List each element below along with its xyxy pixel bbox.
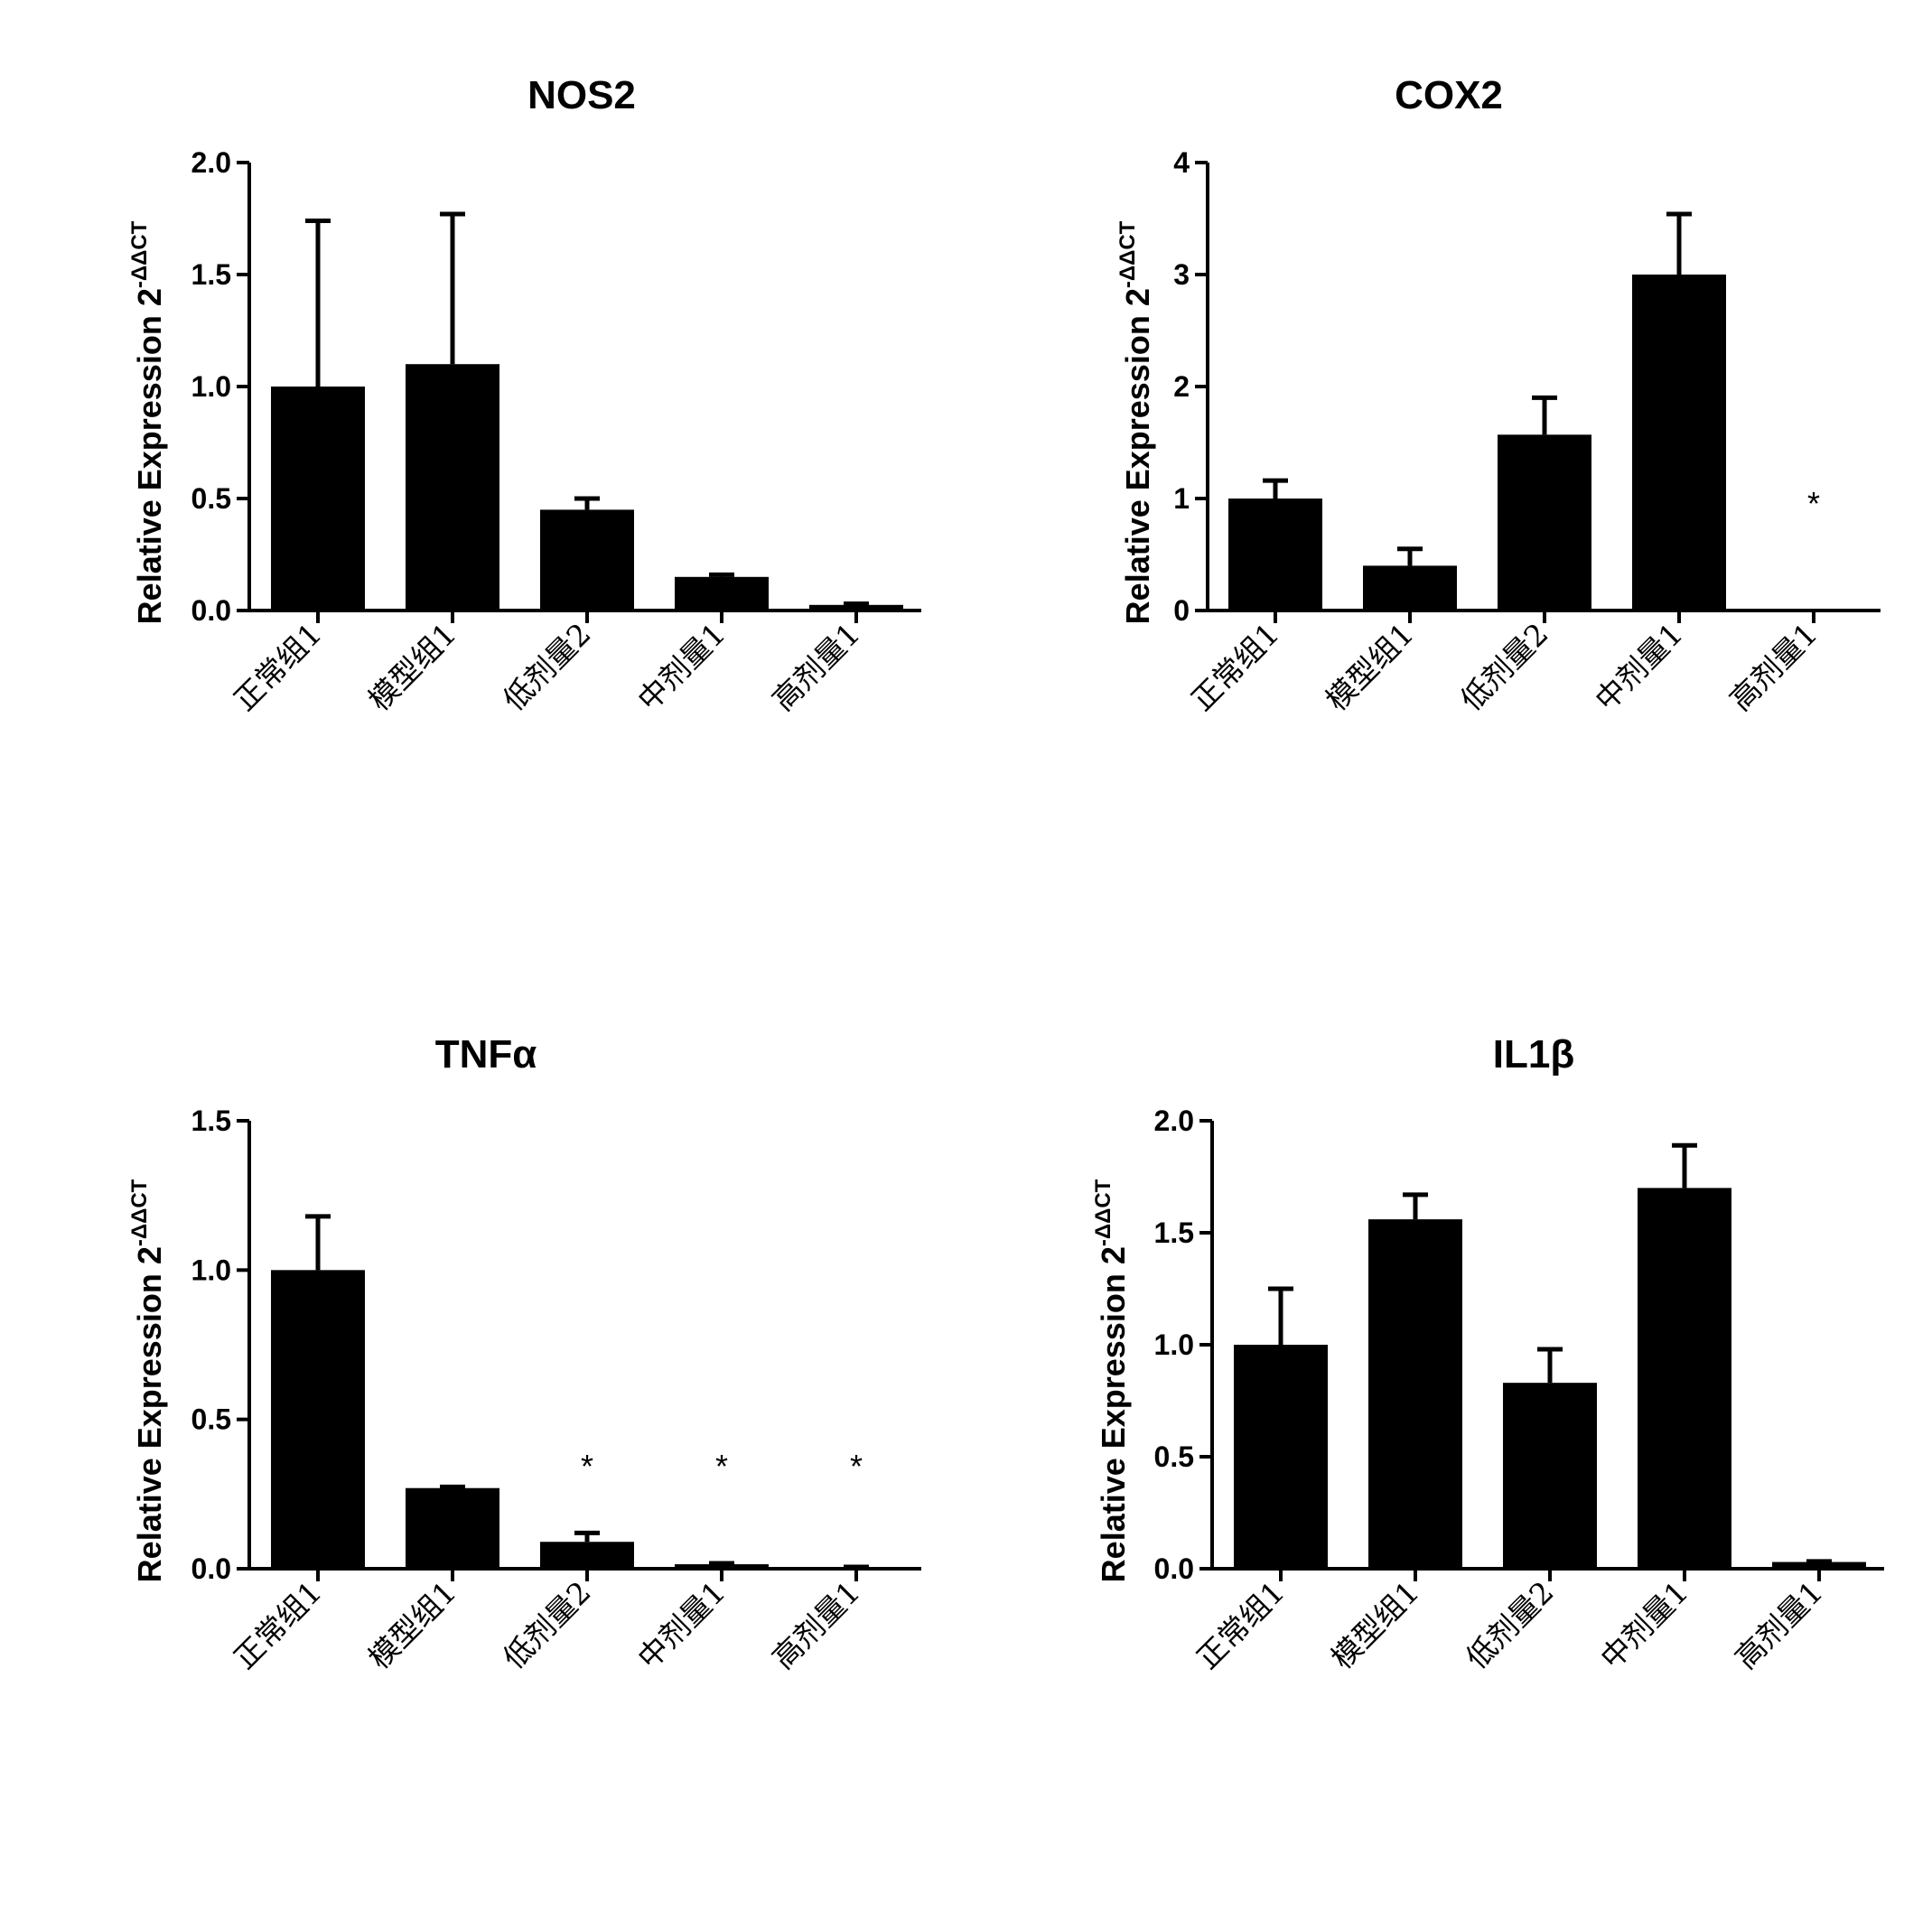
y-axis-label-superscript: -ΔΔCT [127,220,152,288]
y-tick-label: 4 [1173,146,1190,179]
x-tick-label: 高剂量1 [765,616,866,717]
bar [1363,565,1457,611]
significance-marker: * [581,1448,593,1485]
bar [1638,1188,1731,1569]
y-tick-label: 3 [1173,258,1190,291]
bar [1503,1383,1597,1569]
x-tick-label: 正常组1 [1184,616,1285,717]
y-tick-label: 1.5 [1154,1217,1194,1249]
bar [1234,1345,1328,1569]
x-tick-label: 中剂量1 [1593,1574,1694,1675]
x-tick-label: 正常组1 [227,616,328,717]
x-tick-label: 低剂量2 [1459,1574,1560,1675]
panel-title: NOS2 [527,73,636,117]
bar [271,387,365,611]
y-tick-label: 1.0 [1154,1328,1194,1361]
y-axis-label-text: Relative Expression 2 [131,288,168,624]
bar [540,1542,634,1569]
y-axis-label-superscript: -ΔΔCT [1115,220,1140,288]
chart-panel-1: NOS2 0.0 0.5 1.0 1.5 2.0 Relative Expression 2… [127,73,921,718]
y-axis-label-superscript: -ΔΔCT [127,1179,152,1246]
y-tick-label: 1 [1173,482,1190,515]
y-axis-label: Relative Expression 2-ΔΔCT [1115,220,1156,624]
y-axis-label-text: Relative Expression 2 [131,1246,168,1582]
y-tick-label: 2.0 [1154,1105,1194,1137]
x-tick-label: 正常组1 [1190,1574,1291,1675]
panel-title: IL1β [1493,1032,1574,1077]
x-tick-label: 正常组1 [227,1574,328,1675]
x-tick-label: 模型组1 [361,1574,462,1675]
y-tick-label: 1.0 [191,1254,231,1286]
x-tick-label: 高剂量1 [765,1574,866,1675]
y-tick-label: 1.5 [191,258,231,291]
y-tick-label: 2.0 [191,146,231,179]
y-tick-label: 0.5 [1154,1440,1194,1473]
x-tick-label: 模型组1 [361,616,462,717]
bar [1772,1561,1866,1569]
bar [406,1487,499,1569]
significance-marker: * [850,1448,863,1485]
y-tick-label: 0.5 [191,482,231,515]
bar [540,509,634,611]
y-axis-label: Relative Expression 2-ΔΔCT [127,220,168,624]
y-axis-label: Relative Expression 2-ΔΔCT [1091,1179,1132,1582]
x-tick-label: 低剂量2 [496,1574,597,1675]
x-tick-label: 低剂量2 [496,616,597,717]
y-tick-label: 1.0 [191,370,231,403]
significance-marker: * [1807,485,1820,522]
y-axis-label: Relative Expression 2-ΔΔCT [127,1179,168,1582]
chart-panel-3: TNFα 0.0 0.5 1.0 1.5 Relative Expression 2-ΔΔ… [127,1032,921,1676]
x-tick-label: 中剂量1 [1588,616,1689,717]
bar [675,1564,769,1569]
bar [1368,1219,1462,1569]
x-tick-label: 中剂量1 [630,616,732,717]
y-axis-label-superscript: -ΔΔCT [1091,1179,1115,1246]
chart-panel-4: IL1β 0.0 0.5 1.0 1.5 2.0 Relative Expression 2… [1091,1032,1884,1676]
chart-panel-2: COX2 0 1 2 3 4 Relative Expression 2-ΔΔCT 正常组1 模… [1115,73,1881,718]
y-tick-label: 0 [1173,594,1190,627]
x-tick-label: 模型组1 [1319,616,1420,717]
y-tick-label: 0.0 [1154,1552,1194,1585]
y-tick-label: 0.5 [191,1403,231,1436]
panel-title: TNFα [435,1032,537,1077]
bar [1632,275,1726,611]
bar [406,364,499,611]
x-tick-label: 中剂量1 [630,1574,732,1675]
x-tick-label: 模型组1 [1324,1574,1425,1675]
bar [809,604,903,611]
y-axis-label-text: Relative Expression 2 [1119,288,1156,624]
bar [271,1270,365,1569]
panel-title: COX2 [1395,73,1503,117]
bar [675,576,769,611]
bar [1228,499,1322,611]
y-tick-label: 0.0 [191,1552,231,1585]
y-tick-label: 1.5 [191,1105,231,1137]
significance-marker: * [715,1448,728,1485]
x-tick-label: 低剂量2 [1453,616,1554,717]
y-tick-label: 0.0 [191,594,231,627]
bar [1498,434,1591,611]
x-tick-label: 高剂量1 [1728,1574,1829,1675]
x-tick-label: 高剂量1 [1722,616,1824,717]
y-axis-label-text: Relative Expression 2 [1095,1246,1132,1582]
y-tick-label: 2 [1173,370,1190,403]
